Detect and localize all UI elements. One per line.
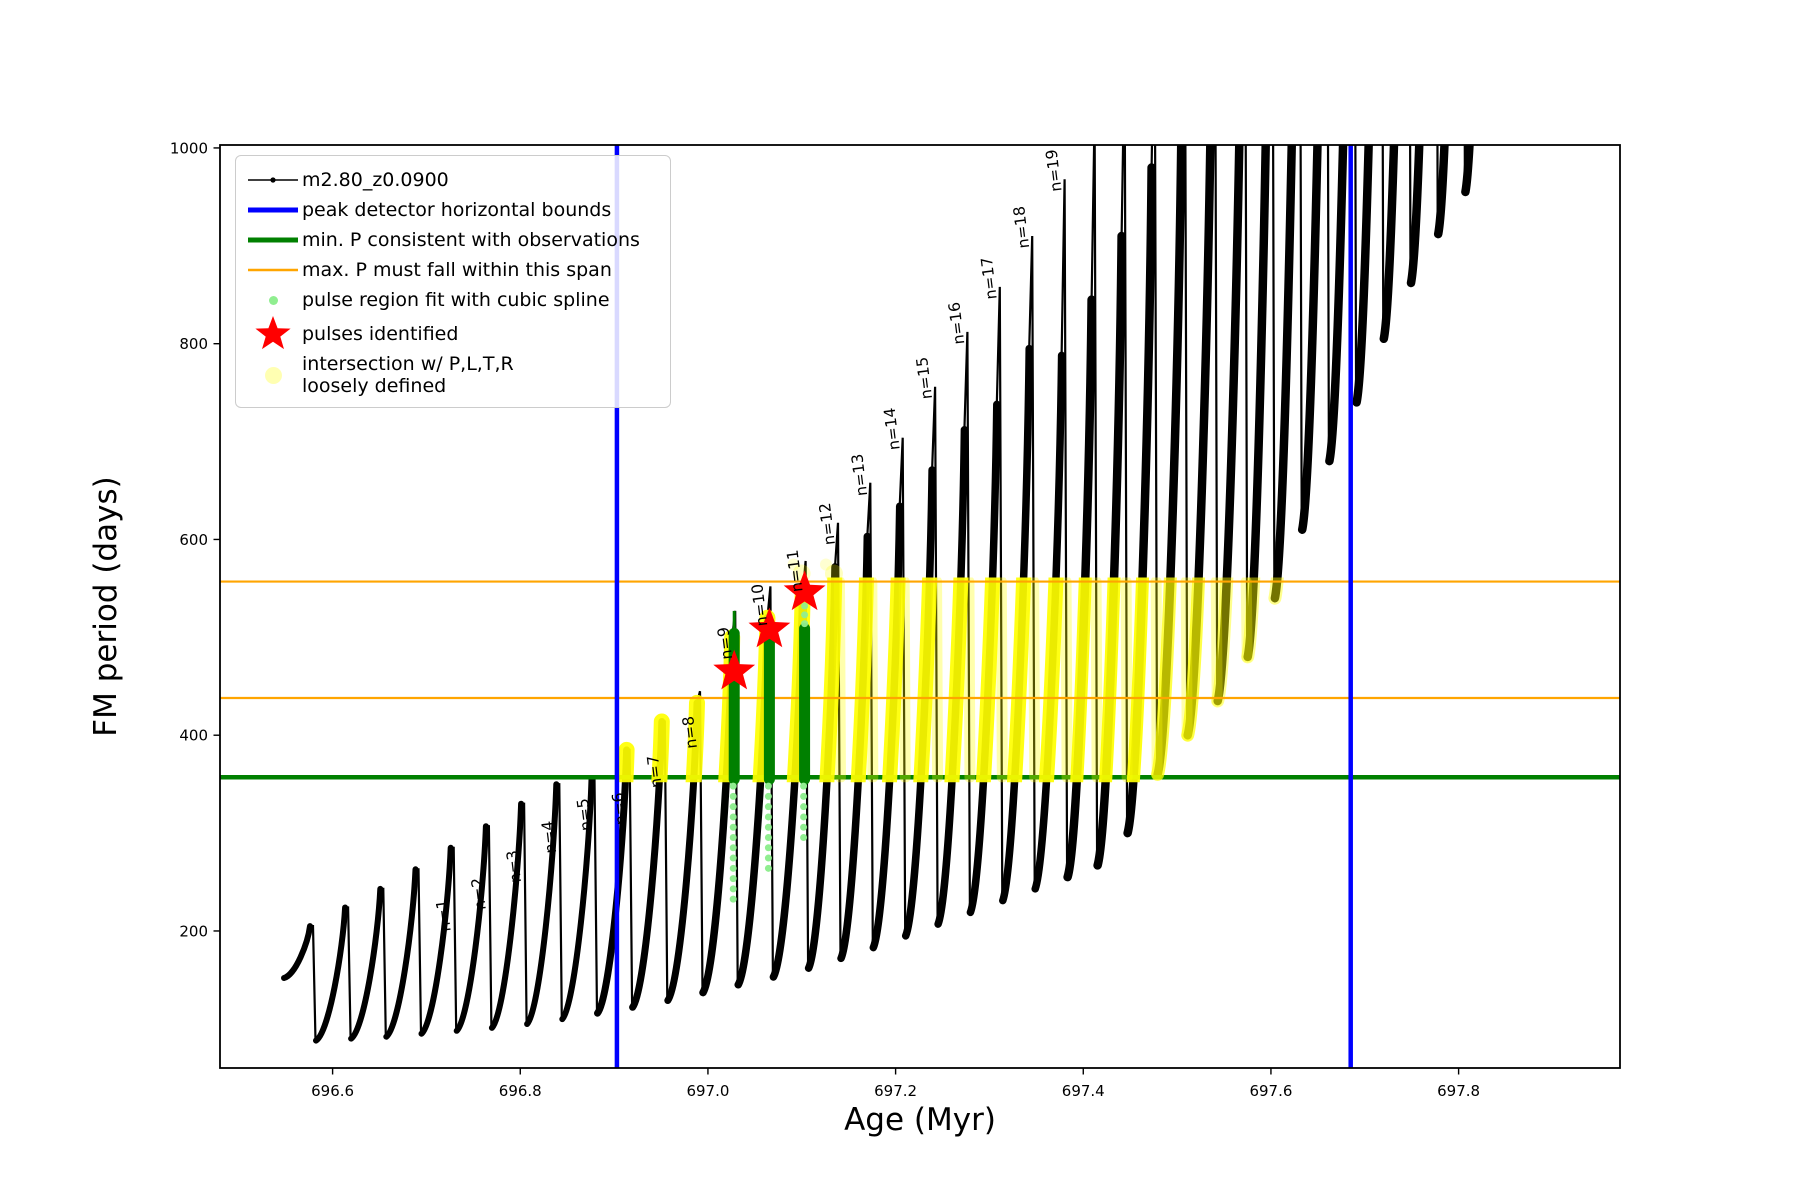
legend: m2.80_z0.0900 peak detector horizontal b… [235, 155, 671, 408]
svg-text:n=16: n=16 [945, 301, 968, 345]
svg-text:n=10: n=10 [748, 583, 771, 627]
pulse-star-1 [713, 649, 756, 690]
orange-line-icon [244, 264, 302, 276]
y-tick-label: 400 [179, 727, 208, 745]
legend-item-series: m2.80_z0.0900 [244, 165, 656, 195]
pulse-stars [713, 570, 826, 690]
svg-text:n=13: n=13 [848, 453, 871, 497]
svg-text:n=17: n=17 [978, 256, 1001, 300]
svg-text:n=15: n=15 [913, 356, 936, 400]
legend-label: pulses identified [302, 323, 459, 345]
x-tick-label: 696.8 [499, 1082, 542, 1100]
x-tick-label: 697.0 [686, 1082, 729, 1100]
legend-item-peak-bounds: peak detector horizontal bounds [244, 195, 656, 225]
svg-text:n=2: n=2 [468, 877, 490, 912]
line-with-dot-icon [244, 174, 302, 186]
cycle-labels: n=1 n=2 n=3 n=4 n=5 n=6 n=7 n=8 n=9 n=10 n=11 n=12 n… [433, 148, 1066, 933]
pale-yellow-dot-icon [244, 366, 302, 384]
svg-text:n=18: n=18 [1010, 205, 1033, 249]
y-tick-label: 800 [179, 335, 208, 353]
pulse-region-dots [729, 593, 809, 903]
x-tick-label: 697.6 [1249, 1082, 1292, 1100]
x-tick-label: 697.2 [874, 1082, 917, 1100]
y-tick-label: 200 [179, 922, 208, 940]
legend-item-max-p: max. P must fall within this span [244, 255, 656, 285]
y-tick-label: 600 [179, 531, 208, 549]
svg-text:n=7: n=7 [644, 754, 666, 789]
svg-text:n=3: n=3 [503, 849, 525, 884]
x-tick-label: 696.6 [311, 1082, 354, 1100]
pulse-star-2 [748, 607, 791, 648]
green-line-icon [244, 234, 302, 246]
red-star-icon [244, 315, 302, 353]
svg-text:n=4: n=4 [538, 820, 560, 855]
svg-text:n=12: n=12 [816, 502, 839, 546]
legend-label: min. P consistent with observations [302, 229, 640, 251]
legend-item-min-p: min. P consistent with observations [244, 225, 656, 255]
svg-text:n=14: n=14 [881, 407, 904, 451]
y-tick-label: 1000 [170, 139, 208, 157]
blue-line-icon [244, 204, 302, 216]
x-tick-label: 697.4 [1062, 1082, 1105, 1100]
legend-label: max. P must fall within this span [302, 259, 612, 281]
legend-item-intersection: intersection w/ P,L,T,R loosely defined [244, 353, 656, 397]
legend-label: intersection w/ P,L,T,R loosely defined [302, 353, 514, 397]
svg-text:n=11: n=11 [784, 549, 807, 593]
legend-item-pulse-region: pulse region fit with cubic spline [244, 285, 656, 315]
svg-text:n=8: n=8 [679, 715, 701, 750]
y-axis-label: FM period (days) [88, 476, 124, 736]
x-tick-label: 697.8 [1437, 1082, 1480, 1100]
svg-text:n=1: n=1 [433, 898, 455, 933]
lightgreen-dot-icon [244, 295, 302, 305]
plot-area: n=1 n=2 n=3 n=4 n=5 n=6 n=7 n=8 n=9 n=10 n=11 n=12 n… [220, 145, 1620, 1068]
pulse-star-3 [783, 570, 826, 611]
svg-text:n=9: n=9 [714, 626, 736, 661]
legend-item-pulses: pulses identified [244, 315, 656, 353]
svg-text:n=5: n=5 [574, 797, 596, 832]
plot-border [219, 144, 1621, 1069]
series-track [281, 145, 1474, 1044]
x-axis-label: Age (Myr) [844, 1102, 996, 1138]
svg-text:n=19: n=19 [1043, 148, 1066, 192]
legend-label: peak detector horizontal bounds [302, 199, 612, 221]
legend-label: m2.80_z0.0900 [302, 169, 449, 191]
legend-label: pulse region fit with cubic spline [302, 289, 610, 311]
svg-text:n=6: n=6 [609, 791, 631, 826]
